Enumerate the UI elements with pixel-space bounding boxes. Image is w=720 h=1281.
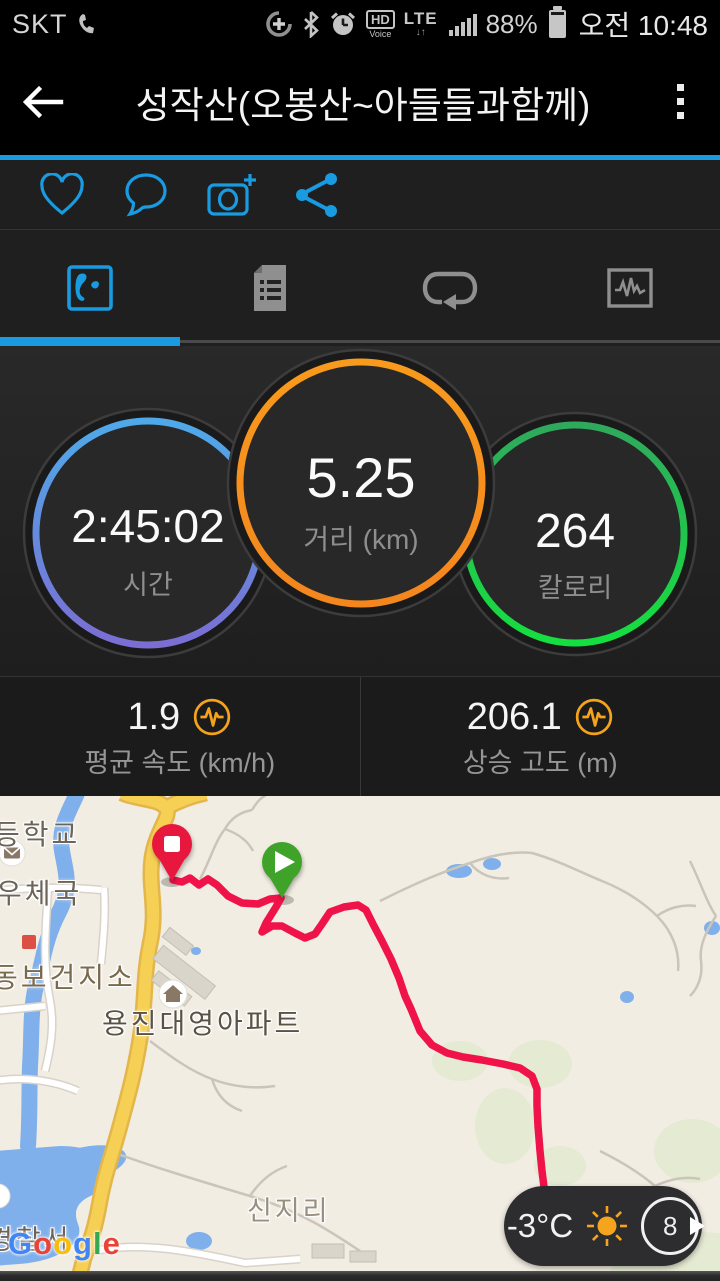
start-marker[interactable] — [262, 842, 302, 898]
temperature-value: -3°C — [507, 1207, 573, 1245]
wind-value: 8 — [663, 1211, 677, 1242]
overflow-menu-button[interactable] — [640, 48, 720, 155]
map-label-apartment: 용진대영아파트 — [102, 1002, 303, 1042]
weather-chip[interactable]: -3°C 8 — [504, 1186, 702, 1266]
summary-gauges: 2:45:02 시간 5.25 거리 (km) 264 칼로리 — [0, 346, 720, 676]
calories-value: 264 — [463, 508, 687, 556]
elevation-gain-value: 206.1 — [467, 698, 562, 736]
battery-icon — [549, 10, 566, 38]
lte-indicator: LTE ↓↑ — [404, 10, 438, 38]
secondary-stats: 1.9 평균 속도 (km/h) 206.1 상승 고도 (m) — [0, 676, 720, 796]
health-center-icon — [22, 935, 36, 949]
clock-time: 오전 10:48 — [579, 4, 708, 44]
map-label-school: 등학교 — [0, 813, 80, 853]
tab-map-overview[interactable] — [0, 230, 180, 346]
pulse-gauge-icon — [574, 697, 614, 737]
elevation-gain-stat: 206.1 상승 고도 (m) — [361, 677, 720, 796]
map-label-health-center: 동보건지소 — [0, 956, 136, 996]
map-label-sinjiri: 신지리 — [247, 1189, 331, 1228]
document-tab-icon — [247, 262, 293, 314]
distance-value: 5.25 — [249, 450, 473, 506]
wind-arrow-icon — [690, 1217, 705, 1235]
app-header: 성작산(오봉산~아들들과함께) — [0, 48, 720, 155]
stop-square-icon — [164, 836, 180, 852]
share-icon — [294, 172, 340, 218]
map-tab-icon — [65, 263, 115, 313]
back-arrow-icon — [21, 84, 65, 120]
battery-percent: 88% — [486, 9, 538, 40]
wind-direction-indicator: 8 — [641, 1197, 699, 1255]
laps-loop-icon — [422, 266, 478, 310]
calories-label: 칼로리 — [463, 575, 687, 602]
avg-speed-value: 1.9 — [127, 698, 180, 736]
bluetooth-icon — [302, 10, 320, 38]
hd-voice-badge: HD Voice — [366, 10, 395, 39]
pulse-gauge-icon — [192, 697, 232, 737]
time-label: 시간 — [36, 572, 260, 599]
elevation-gain-label: 상승 고도 (m) — [463, 750, 618, 777]
google-logo: Google — [8, 1226, 121, 1262]
page-title: 성작산(오봉산~아들들과함께) — [86, 75, 640, 129]
back-button[interactable] — [0, 48, 86, 155]
map-label-post-office: 우체국 — [0, 872, 82, 912]
add-photo-button[interactable] — [206, 172, 258, 218]
chart-tab-icon — [605, 266, 655, 310]
active-tab-indicator — [0, 337, 180, 346]
avg-speed-stat: 1.9 평균 속도 (km/h) — [0, 677, 361, 796]
sync-plus-icon — [265, 10, 293, 38]
call-forward-icon — [76, 12, 98, 36]
share-button[interactable] — [294, 172, 340, 218]
time-value: 2:45:02 — [36, 503, 260, 549]
tab-details[interactable] — [180, 230, 360, 346]
carrier-label: SKT — [12, 9, 68, 40]
alarm-icon — [329, 10, 357, 38]
activity-tab-bar — [0, 230, 720, 346]
speech-bubble-icon — [122, 172, 170, 218]
sun-icon — [585, 1204, 629, 1248]
tab-laps[interactable] — [360, 230, 540, 346]
signal-strength-icon — [447, 11, 477, 37]
avg-speed-label: 평균 속도 (km/h) — [84, 750, 275, 777]
distance-label: 거리 (km) — [249, 526, 473, 554]
tab-track-line — [180, 340, 720, 343]
tab-charts[interactable] — [540, 230, 720, 346]
activity-action-bar — [0, 160, 720, 230]
camera-plus-icon — [206, 172, 258, 218]
comment-button[interactable] — [122, 172, 170, 218]
heart-icon — [38, 173, 86, 217]
route-map[interactable]: 등학교 우체국 동보건지소 용진대영아파트 신지리 경찰서 Google -3°… — [0, 796, 720, 1271]
favorite-button[interactable] — [38, 173, 86, 217]
status-bar: SKT HD Voice LTE — [0, 0, 720, 48]
